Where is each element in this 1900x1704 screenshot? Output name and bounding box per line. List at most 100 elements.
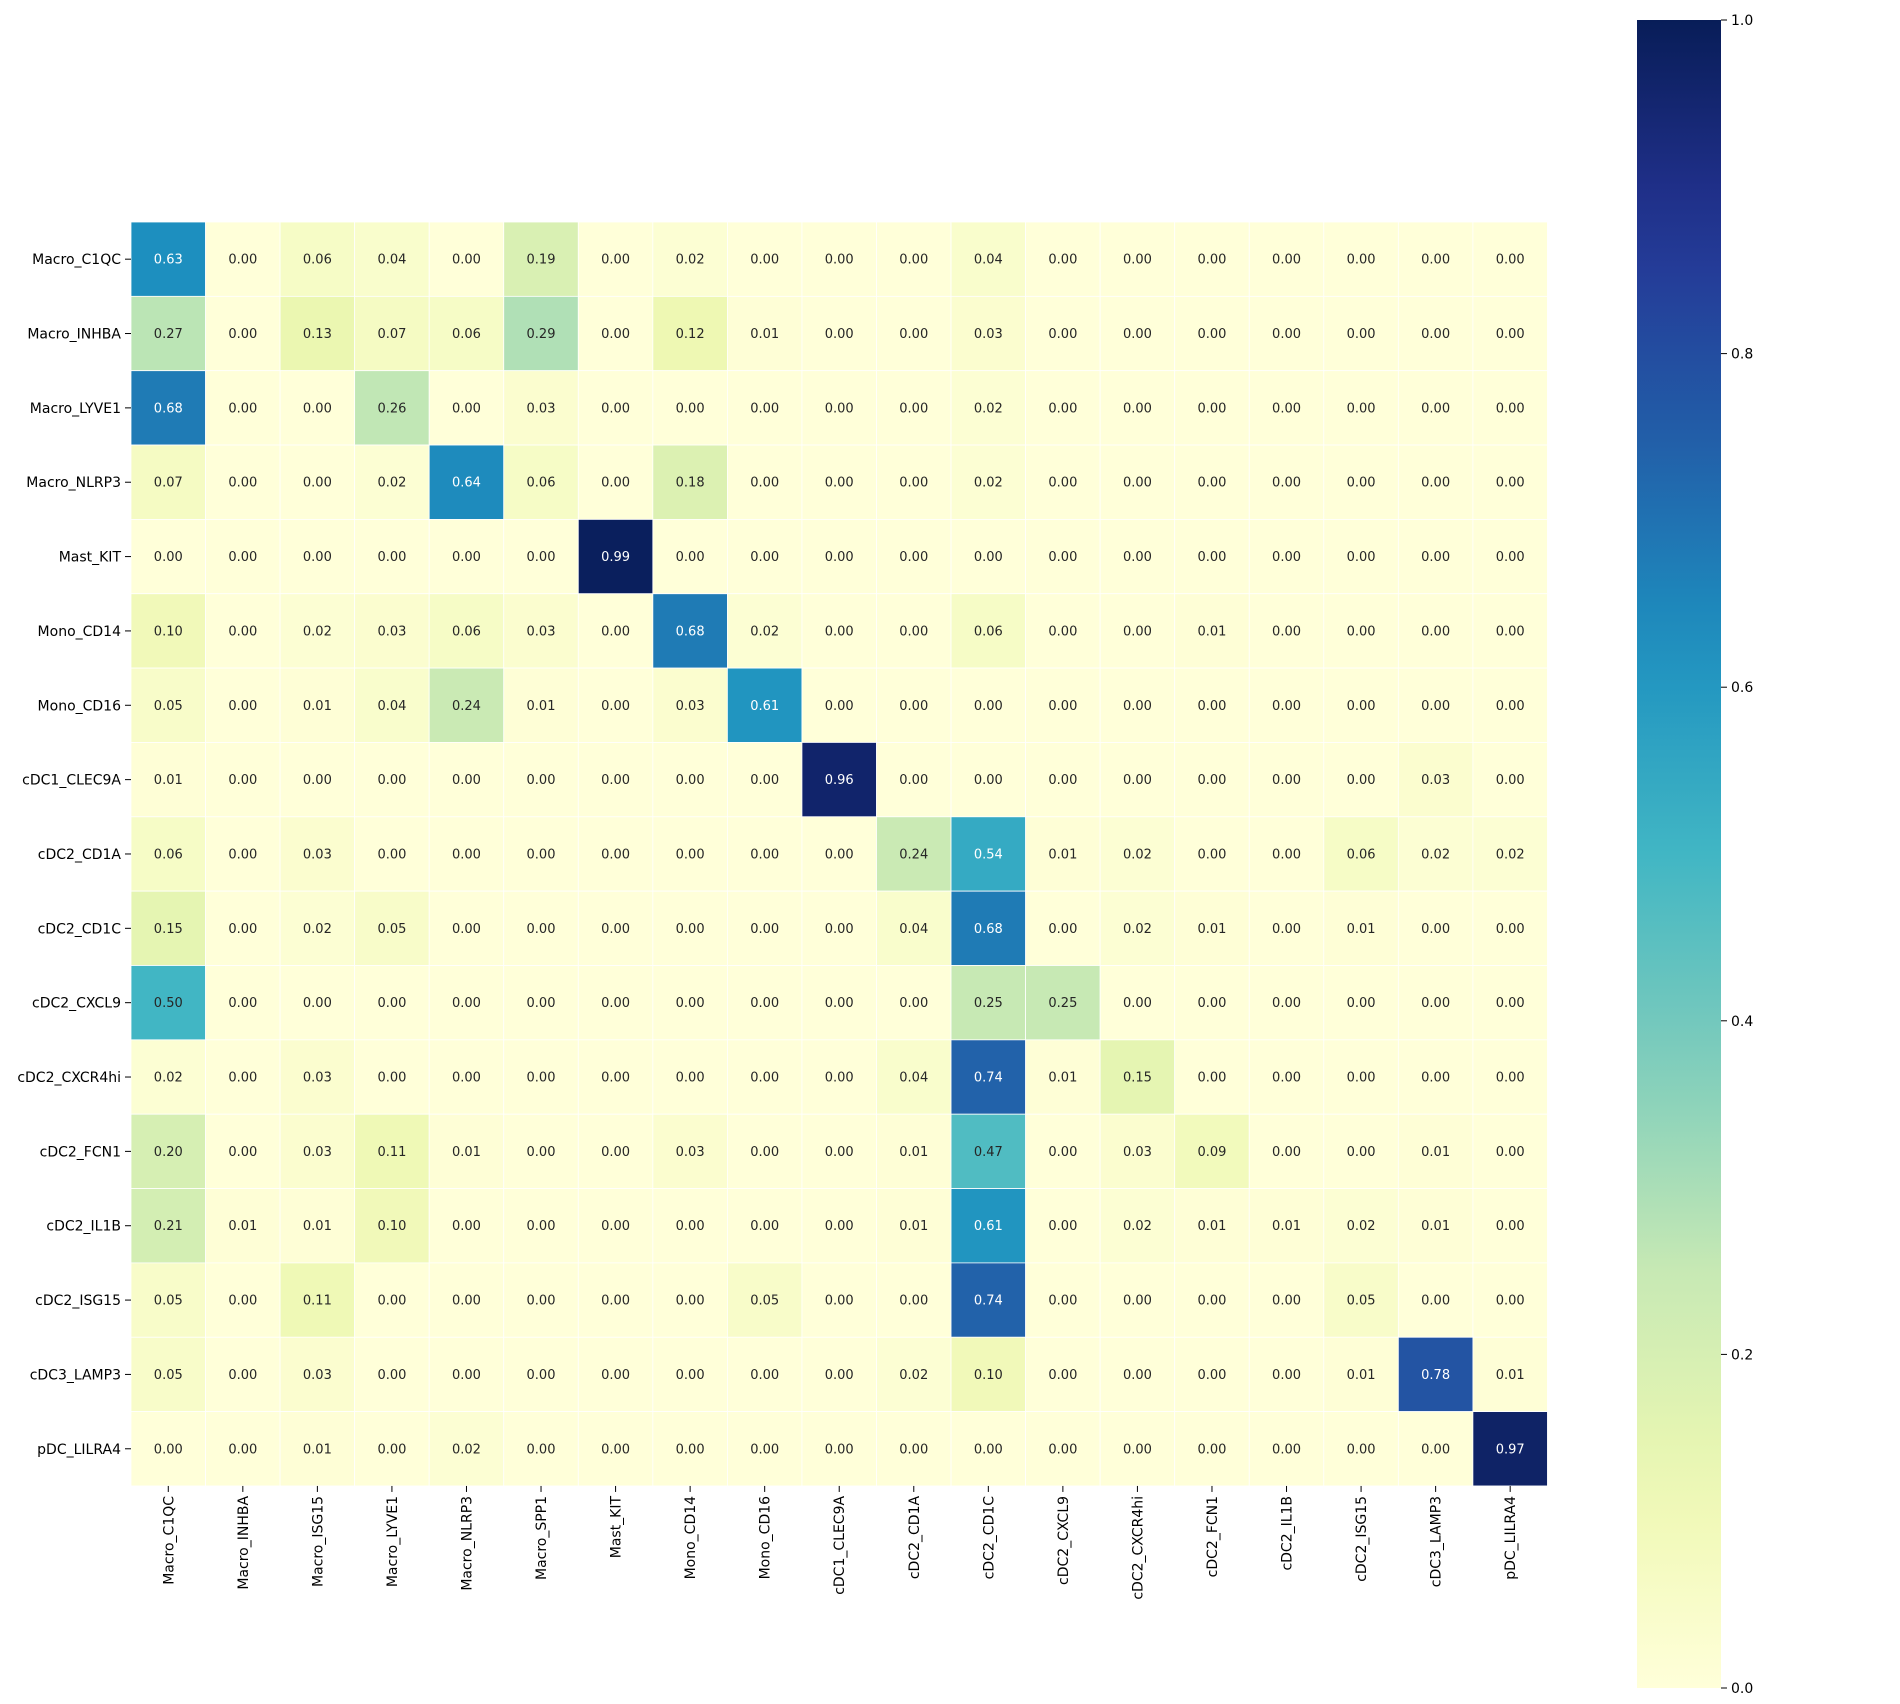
cell-value-label: 0.00 (1272, 922, 1301, 937)
heatmap-cell (1248, 1411, 1325, 1487)
cell-value-label: 0.00 (825, 1294, 854, 1309)
heatmap-cell (727, 370, 803, 446)
cell-value-label: 0.00 (1421, 327, 1450, 342)
cell-value-label: 0.00 (377, 773, 406, 788)
heatmap-cell (876, 667, 952, 743)
heatmap-cell (577, 1188, 654, 1264)
cell-value-label: 0.06 (1347, 847, 1376, 862)
cell-value-label: 0.00 (1272, 327, 1301, 342)
cell-value-label: 0.64 (452, 476, 481, 491)
colorbar-tick-label: 0.6 (1731, 680, 1753, 696)
cell-value-label: 0.00 (601, 1442, 630, 1457)
heatmap-cell (1472, 1113, 1548, 1189)
heatmap-cell (205, 816, 281, 892)
heatmap-cell (801, 816, 877, 892)
cell-value-label: 0.00 (676, 847, 705, 862)
cell-value-label: 0.68 (974, 922, 1003, 937)
x-tick-label: cDC1_CLEC9A (832, 1496, 848, 1595)
cell-value-label: 0.06 (452, 624, 481, 639)
heatmap-cell (205, 890, 281, 966)
cell-value-label: 0.02 (452, 1442, 481, 1457)
cell-value-label: 0.00 (1048, 253, 1077, 268)
heatmap-cell (354, 667, 430, 743)
cell-value-label: 0.00 (825, 624, 854, 639)
cell-value-label: 0.00 (1123, 1368, 1152, 1383)
heatmap-cell (428, 667, 505, 743)
heatmap-cell (577, 890, 654, 966)
cell-value-label: 0.04 (899, 1071, 928, 1086)
cell-value-label: 0.04 (377, 699, 406, 714)
heatmap-cells (130, 221, 1548, 1487)
cell-value-label: 0.00 (601, 699, 630, 714)
colorbar-tick-label: 1.0 (1731, 13, 1753, 29)
heatmap-cell (130, 295, 206, 372)
cell-value-label: 0.03 (377, 624, 406, 639)
cell-value-label: 0.01 (1198, 624, 1227, 639)
cell-value-label: 0.00 (527, 922, 556, 937)
colorbar-tick-label: 0.8 (1731, 347, 1753, 363)
heatmap-cell (1025, 890, 1101, 966)
heatmap-cell (1397, 742, 1474, 818)
cell-value-label: 0.00 (377, 847, 406, 862)
cell-value-label: 0.00 (303, 476, 332, 491)
heatmap-cell (130, 221, 206, 297)
heatmap-cell (1174, 742, 1250, 818)
cell-value-label: 0.63 (154, 253, 183, 268)
heatmap-cell (130, 965, 206, 1041)
heatmap-cell (652, 221, 728, 297)
heatmap-cell (652, 1188, 728, 1264)
y-axis: Macro_C1QC Macro_INHBA Macro_LYVE1 Macro_NL… (17, 252, 131, 1458)
cell-value-label: 0.00 (1198, 1071, 1227, 1086)
cell-value-label: 0.03 (303, 1368, 332, 1383)
cell-value-label: 0.18 (676, 476, 705, 491)
cell-value-label: 0.06 (974, 624, 1003, 639)
cell-value-label: 0.01 (303, 699, 332, 714)
cell-value-label: 0.02 (1496, 847, 1525, 862)
cell-value-label: 0.00 (974, 550, 1003, 565)
cell-value-label: 0.00 (899, 1442, 928, 1457)
cell-value-label: 0.01 (527, 699, 556, 714)
cell-value-label: 0.01 (1421, 1219, 1450, 1234)
cell-value-label: 0.00 (1347, 624, 1376, 639)
heatmap-cell (279, 295, 356, 372)
cell-value-label: 0.00 (1272, 1145, 1301, 1160)
heatmap-cell (801, 742, 877, 818)
heatmap-cell (428, 1188, 505, 1264)
cell-value-label: 0.02 (1123, 922, 1152, 937)
y-tick-label: cDC2_ISG15 (35, 1293, 121, 1309)
cell-value-label: 0.00 (1123, 253, 1152, 268)
cell-value-label: 0.00 (377, 550, 406, 565)
heatmap-cell (354, 221, 430, 297)
heatmap-cell (652, 1113, 728, 1189)
cell-value-label: 0.00 (825, 1219, 854, 1234)
cell-value-label: 0.00 (1272, 1442, 1301, 1457)
cell-value-label: 0.01 (228, 1219, 257, 1234)
cell-value-label: 0.02 (974, 401, 1003, 416)
y-tick-label: cDC1_CLEC9A (22, 773, 121, 789)
cell-value-label: 0.74 (974, 1294, 1003, 1309)
heatmap-cell (801, 890, 877, 966)
heatmap-cell (428, 1336, 505, 1412)
heatmap-cell (1397, 1113, 1474, 1189)
heatmap-cell (1174, 667, 1250, 743)
heatmap-cell (503, 890, 579, 966)
x-tick-label: cDC3_LAMP3 (1429, 1496, 1445, 1587)
y-tick-label: cDC2_CD1A (38, 847, 122, 863)
cell-value-label: 0.00 (1347, 401, 1376, 416)
cell-value-label: 0.00 (1347, 773, 1376, 788)
heatmap-cell (876, 816, 952, 892)
cell-value-label: 0.02 (750, 624, 779, 639)
cell-value-label: 0.27 (154, 327, 183, 342)
cell-value-label: 0.25 (1048, 996, 1077, 1011)
heatmap-cell (876, 742, 952, 818)
heatmap-cell (130, 1411, 206, 1487)
heatmap-cell (1099, 667, 1176, 743)
x-tick-label: Macro_LYVE1 (385, 1496, 401, 1587)
y-tick-label: cDC2_FCN1 (40, 1144, 121, 1160)
cell-value-label: 0.00 (1496, 1294, 1525, 1309)
heatmap-cell (1099, 742, 1176, 818)
heatmap-cell (279, 816, 356, 892)
cell-value-label: 0.05 (154, 1294, 183, 1309)
cell-value-label: 0.00 (1123, 327, 1152, 342)
heatmap-cell (1025, 444, 1101, 520)
